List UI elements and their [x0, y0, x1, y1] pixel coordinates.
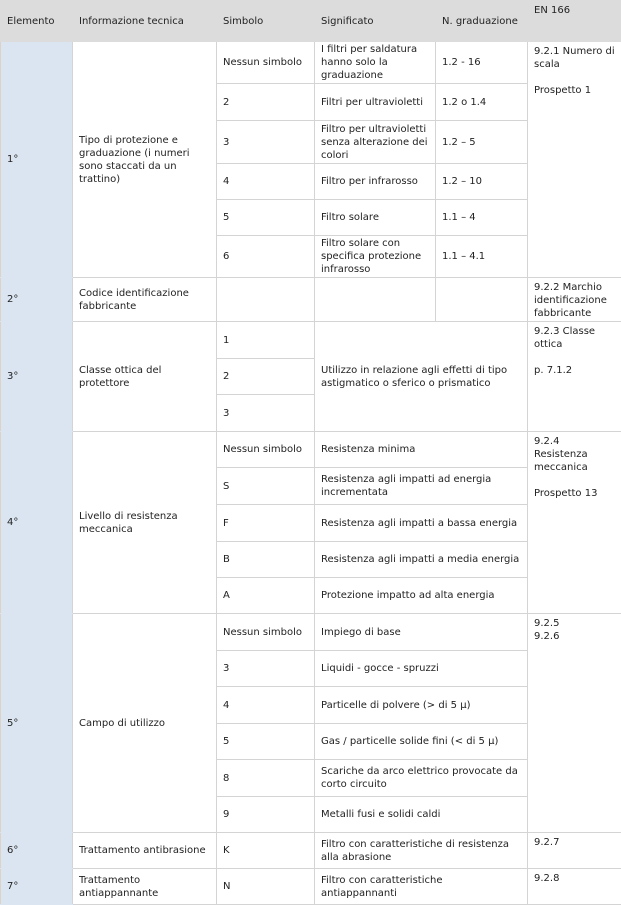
symbol-cell: 6: [217, 236, 315, 278]
symbol-cell: K: [217, 833, 315, 869]
table-row: 2°Codice identificazione fabbricante 9.2.…: [1, 278, 621, 322]
meaning-cell: Filtro per ultravioletti senza alterazio…: [315, 121, 436, 164]
en166-reference-cell: 9.2.3 Classe ottica p. 7.1.2: [528, 322, 621, 432]
header-elemento: Elemento: [1, 1, 73, 42]
graduation-cell: 1.2 o 1.4: [436, 84, 528, 121]
meaning-cell: Scariche da arco elettrico provocate da …: [315, 760, 528, 797]
info-cell: Tipo di protezione e graduazione (i nume…: [73, 42, 217, 278]
table-body: 1°Tipo di protezione e graduazione (i nu…: [1, 42, 621, 905]
meaning-cell: Resistenza agli impatti ad energia incre…: [315, 468, 528, 505]
en166-reference-cell: 9.2.4 Resistenza meccanica Prospetto 13: [528, 432, 621, 614]
graduation-cell: 1.2 - 16: [436, 42, 528, 84]
graduation-cell: 1.1 – 4: [436, 200, 528, 236]
symbol-cell: 4: [217, 687, 315, 724]
symbol-cell: 3: [217, 651, 315, 687]
symbol-cell: 9: [217, 797, 315, 833]
graduation-cell: [436, 278, 528, 322]
symbol-cell: 3: [217, 395, 315, 432]
table-row: 1°Tipo di protezione e graduazione (i nu…: [1, 42, 621, 84]
meaning-cell: Filtro per infrarosso: [315, 164, 436, 200]
header-simbolo: Simbolo: [217, 1, 315, 42]
meaning-cell: Filtro con caratteristiche antiappannant…: [315, 869, 528, 905]
meaning-cell: Resistenza agli impatti a media energia: [315, 542, 528, 578]
symbol-cell: 5: [217, 200, 315, 236]
meaning-cell: Metalli fusi e solidi caldi: [315, 797, 528, 833]
header-n-graduazione: N. graduazione: [436, 1, 528, 42]
symbol-cell: Nessun simbolo: [217, 432, 315, 468]
element-cell: 4°: [1, 432, 73, 614]
meaning-cell: Particelle di polvere (> di 5 μ): [315, 687, 528, 724]
header-en166: EN 166: [528, 1, 621, 42]
header-row: Elemento Informazione tecnica Simbolo Si…: [1, 1, 621, 42]
element-cell: 7°: [1, 869, 73, 905]
symbol-cell: 4: [217, 164, 315, 200]
header-informazione-tecnica: Informazione tecnica: [73, 1, 217, 42]
en166-reference-cell: 9.2.2 Marchio identificazione fabbricant…: [528, 278, 621, 322]
graduation-cell: 1.2 – 5: [436, 121, 528, 164]
graduation-cell: 1.1 – 4.1: [436, 236, 528, 278]
meaning-cell: Resistenza minima: [315, 432, 528, 468]
symbol-cell: 2: [217, 84, 315, 121]
meaning-cell: Filtro solare con specifica protezione i…: [315, 236, 436, 278]
info-cell: Livello di resistenza meccanica: [73, 432, 217, 614]
symbol-cell: 5: [217, 724, 315, 760]
meaning-cell: I filtri per saldatura hanno solo la gra…: [315, 42, 436, 84]
meaning-cell: Filtro solare: [315, 200, 436, 236]
symbol-cell: 8: [217, 760, 315, 797]
symbol-cell: N: [217, 869, 315, 905]
symbol-cell: S: [217, 468, 315, 505]
en166-reference-cell: 9.2.1 Numero di scala Prospetto 1: [528, 42, 621, 278]
graduation-cell: 1.2 – 10: [436, 164, 528, 200]
symbol-cell: [217, 278, 315, 322]
meaning-cell: Filtri per ultravioletti: [315, 84, 436, 121]
element-cell: 2°: [1, 278, 73, 322]
element-cell: 3°: [1, 322, 73, 432]
symbol-cell: 1: [217, 322, 315, 359]
meaning-cell: Liquidi - gocce - spruzzi: [315, 651, 528, 687]
meaning-cell: Impiego di base: [315, 614, 528, 651]
header-significato: Significato: [315, 1, 436, 42]
symbol-cell: 2: [217, 359, 315, 395]
meaning-cell: Filtro con caratteristiche di resistenza…: [315, 833, 528, 869]
symbol-cell: B: [217, 542, 315, 578]
meaning-cell: Protezione impatto ad alta energia: [315, 578, 528, 614]
symbol-cell: Nessun simbolo: [217, 614, 315, 651]
symbol-cell: A: [217, 578, 315, 614]
en166-reference-cell: 9.2.7: [528, 833, 621, 869]
en166-reference-cell: 9.2.5 9.2.6: [528, 614, 621, 833]
info-cell: Trattamento antiappannante: [73, 869, 217, 905]
element-cell: 6°: [1, 833, 73, 869]
info-cell: Campo di utilizzo: [73, 614, 217, 833]
element-cell: 1°: [1, 42, 73, 278]
info-cell: Classe ottica del protettore: [73, 322, 217, 432]
symbol-cell: Nessun simbolo: [217, 42, 315, 84]
symbol-cell: 3: [217, 121, 315, 164]
meaning-cell: Resistenza agli impatti a bassa energia: [315, 505, 528, 542]
meaning-cell: [315, 278, 436, 322]
element-cell: 5°: [1, 614, 73, 833]
meaning-cell: Gas / particelle solide fini (< di 5 μ): [315, 724, 528, 760]
info-cell: Codice identificazione fabbricante: [73, 278, 217, 322]
en166-reference-cell: 9.2.8: [528, 869, 621, 905]
info-cell: Trattamento antibrasione: [73, 833, 217, 869]
meaning-cell: Utilizzo in relazione agli effetti di ti…: [315, 322, 528, 432]
symbol-cell: F: [217, 505, 315, 542]
